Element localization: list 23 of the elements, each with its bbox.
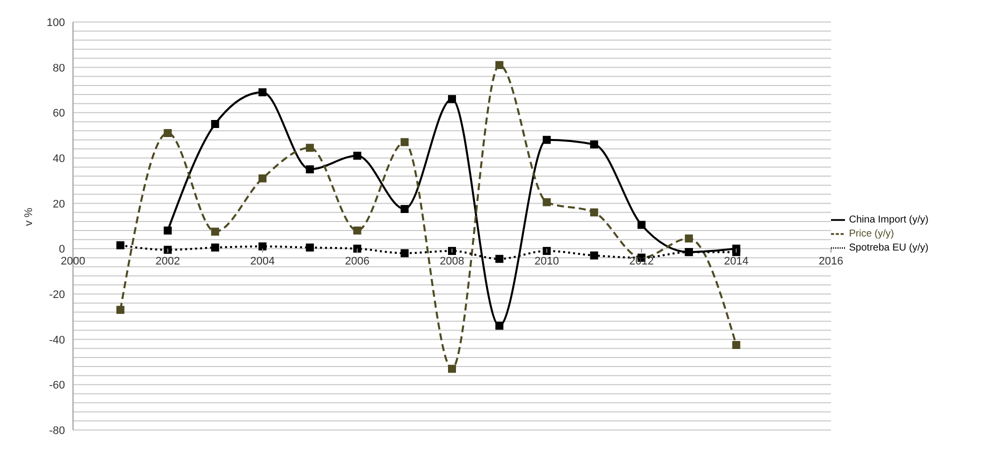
legend-label: China Import (y/y) xyxy=(849,214,928,226)
y-tick-label: 20 xyxy=(52,198,65,210)
x-tick-label: 2000 xyxy=(60,256,86,268)
x-tick-label: 2016 xyxy=(818,256,844,268)
y-tick-label: -60 xyxy=(49,380,65,392)
legend-label: Spotreba EU (y/y) xyxy=(849,242,928,254)
y-tick-label: -80 xyxy=(49,425,65,437)
x-tick-label: 2008 xyxy=(440,256,464,268)
x-tick-label: 2004 xyxy=(250,256,275,268)
y-tick-label: 100 xyxy=(46,17,65,29)
y-tick-label: 60 xyxy=(52,108,65,120)
x-tick-label: 2006 xyxy=(345,256,370,268)
y-tick-label: 0 xyxy=(58,244,65,256)
y-tick-label: -40 xyxy=(49,334,65,346)
y-tick-label: -20 xyxy=(49,289,65,301)
x-tick-label: 2012 xyxy=(629,256,654,268)
y-tick-label: 80 xyxy=(52,62,65,74)
x-tick-label: 2002 xyxy=(156,256,180,268)
legend-label: Price (y/y) xyxy=(849,228,894,240)
x-tick-label: 2010 xyxy=(534,256,559,268)
y-axis-title: v % xyxy=(22,207,35,226)
y-tick-label: 40 xyxy=(52,153,65,165)
x-tick-label: 2014 xyxy=(724,256,748,268)
